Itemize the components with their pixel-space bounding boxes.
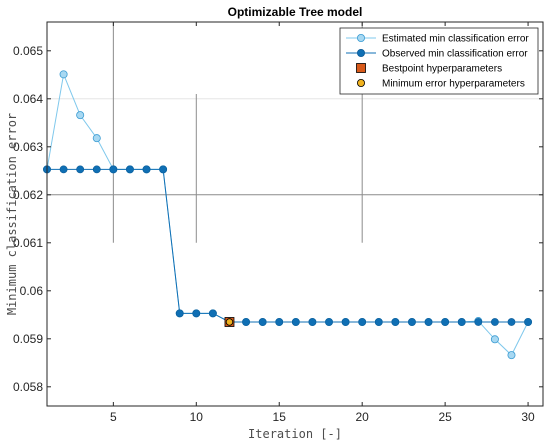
ticks-layer: 5 10 15 20 25 30 0.058 0.059 0.06 0.061 0.062 0.063… [13,22,543,424]
observed-error-point [325,318,333,326]
observed-error-point [59,165,68,174]
legend-entry: Observed min classification error [346,49,528,60]
y-tick-label: 0.063 [13,140,43,154]
minimum-error-marker [225,318,234,326]
x-tick-label: 30 [521,410,535,424]
x-tick-label: 10 [190,410,204,424]
observed-error-point [275,318,284,326]
observed-error-point [109,165,118,174]
observed-error-point [291,318,300,326]
observed-error-point [159,165,168,174]
y-axis-label: Minimum classification error [5,113,19,315]
observed-error-point [391,318,400,326]
observed-error-point [457,318,466,326]
estimated-error-point [490,335,499,344]
observed-error-point [242,318,250,326]
marker-layer [224,317,235,327]
legend: Estimated min classification error Observ… [339,27,539,95]
chart-title: Optimizable Tree model [228,5,363,19]
x-axis-label: Iteration [-] [248,427,342,441]
y-tick-label: 0.059 [13,332,43,346]
legend-circle-swatch [356,79,365,88]
estimated-error-point [507,351,516,360]
observed-error-point [126,165,134,174]
observed-error-point [524,318,532,326]
legend-entry: Bestpoint hyperparameters [356,63,502,75]
y-tick-label: 0.058 [13,380,43,394]
observed-error-point [374,318,383,326]
legend-label: Observed min classification error [382,49,528,60]
observed-error-point [490,318,499,326]
estimated-error-point [59,70,68,79]
observed-error-point [192,309,201,318]
x-tick-label: 5 [110,410,117,424]
y-tick-label: 0.061 [13,236,43,250]
legend-marker-swatch [356,34,365,43]
y-tick-label: 0.06 [20,284,44,298]
legend-box [339,27,539,95]
observed-error-point [92,165,101,174]
legend-square-swatch [356,63,366,73]
x-tick-label: 20 [356,410,370,424]
observed-error-point [76,165,85,174]
legend-marker-swatch [356,49,365,58]
observed-error-point [408,318,416,326]
observed-error-point [308,318,317,326]
y-tick-label: 0.062 [13,188,43,202]
observed-error-point [424,318,433,326]
legend-entries: Estimated min classification error Observ… [346,34,529,90]
estimated-error-point [92,134,101,143]
y-tick-label: 0.064 [13,92,43,106]
legend-label: Minimum error hyperparameters [382,79,525,90]
legend-label: Estimated min classification error [382,34,529,45]
observed-error-point [507,318,516,326]
observed-error-point [208,309,217,318]
legend-entry: Minimum error hyperparameters [356,79,525,90]
axes-frame [46,21,544,407]
estimated-error-point [76,111,85,120]
legend-entry: Estimated min classification error [346,34,529,45]
observed-error-point [441,318,450,326]
observed-error-point [474,318,483,326]
observed-error-point [358,318,367,326]
legend-label: Bestpoint hyperparameters [382,64,502,75]
observed-error-point [341,318,350,326]
observed-error-point [258,318,267,326]
observed-error-point [142,165,151,174]
x-tick-label: 15 [273,410,287,424]
observed-error-point [175,309,184,318]
x-tick-label: 25 [438,410,452,424]
y-tick-label: 0.065 [13,44,43,58]
